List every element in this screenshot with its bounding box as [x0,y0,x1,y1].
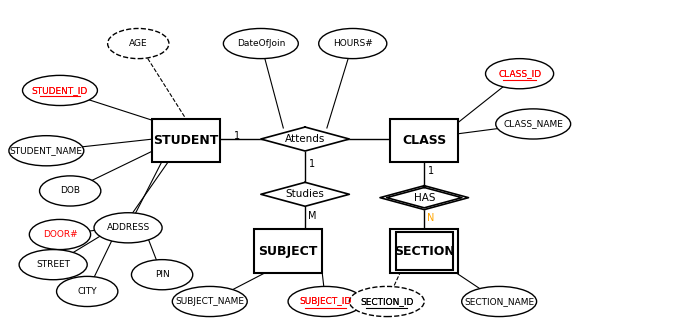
FancyBboxPatch shape [390,119,458,162]
Text: CLASS_ID: CLASS_ID [498,69,541,78]
Polygon shape [380,186,469,210]
Text: SUBJECT_ID: SUBJECT_ID [299,297,352,306]
Ellipse shape [131,260,193,290]
Text: SUBJECT_NAME: SUBJECT_NAME [176,297,245,306]
Ellipse shape [108,28,169,59]
Ellipse shape [29,219,91,250]
Ellipse shape [486,59,554,89]
Text: CITY: CITY [77,287,97,296]
FancyBboxPatch shape [152,119,220,162]
Ellipse shape [288,286,363,317]
Ellipse shape [496,109,571,139]
Ellipse shape [94,213,162,243]
Ellipse shape [40,176,101,206]
Text: ADDRESS: ADDRESS [107,223,150,232]
Text: Studies: Studies [285,189,324,199]
Text: SECTION_ID: SECTION_ID [360,297,413,306]
Text: 1: 1 [404,131,410,141]
Polygon shape [261,182,350,206]
Ellipse shape [172,286,247,317]
FancyBboxPatch shape [254,229,322,273]
Text: SECTION_ID: SECTION_ID [360,297,413,306]
Text: STUDENT: STUDENT [153,134,219,147]
Text: STUDENT_ID: STUDENT_ID [32,86,88,95]
Ellipse shape [462,286,537,317]
Ellipse shape [9,136,84,166]
Text: CLASS_ID: CLASS_ID [498,69,541,78]
Text: SUBJECT: SUBJECT [258,245,318,258]
Text: 1: 1 [234,131,240,141]
Text: M: M [307,211,316,221]
Text: HOURS#: HOURS# [333,39,373,48]
Text: CLASS: CLASS [402,134,447,147]
Text: SECTION_NAME: SECTION_NAME [464,297,534,306]
Text: DateOfJoin: DateOfJoin [236,39,285,48]
Ellipse shape [223,28,298,59]
Ellipse shape [319,28,387,59]
Text: HAS: HAS [413,193,435,203]
Ellipse shape [57,276,118,307]
Text: 1: 1 [309,159,315,169]
Ellipse shape [19,250,87,280]
Polygon shape [261,127,350,151]
Ellipse shape [350,286,424,317]
Text: PIN: PIN [155,270,169,279]
Text: STUDENT_NAME: STUDENT_NAME [10,146,83,155]
Text: CLASS_NAME: CLASS_NAME [503,120,563,128]
Text: 1: 1 [428,166,434,176]
Text: AGE: AGE [129,39,148,48]
Text: N: N [428,213,435,223]
Ellipse shape [23,75,98,106]
Text: SECTION: SECTION [394,245,455,258]
FancyBboxPatch shape [395,232,453,270]
Text: STUDENT_ID: STUDENT_ID [32,86,88,95]
Text: DOB: DOB [60,187,80,195]
Text: Attends: Attends [285,134,325,144]
Text: SUBJECT_ID: SUBJECT_ID [299,297,352,306]
Text: STREET: STREET [36,260,70,269]
FancyBboxPatch shape [390,229,458,273]
Text: DOOR#: DOOR# [42,230,77,239]
